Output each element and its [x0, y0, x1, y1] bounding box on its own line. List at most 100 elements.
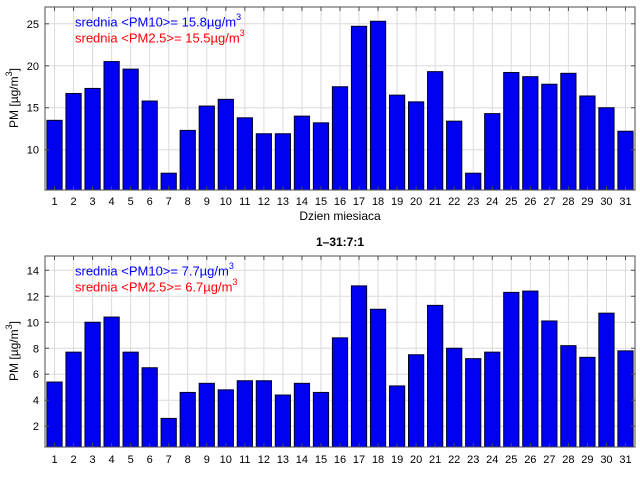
x-tick-label: 11 [239, 196, 250, 208]
x-tick-label: 30 [600, 454, 612, 466]
y-tick-label: 14 [27, 265, 39, 277]
x-tick-label: 10 [220, 196, 232, 208]
x-tick-label: 4 [109, 454, 115, 466]
top-pm10-average-text: srednia <PM10>= 15.8µg/m [75, 14, 237, 30]
bar [617, 130, 634, 191]
x-tick-label: 7 [166, 196, 172, 208]
x-tick-label: 18 [372, 196, 384, 208]
bar [103, 61, 120, 191]
x-tick-label: 7 [166, 454, 172, 466]
bar [84, 87, 101, 191]
bottom-chart-y-axis-label: PM [µg/m3] [4, 321, 21, 381]
x-tick-label: 11 [239, 454, 250, 466]
x-tick-label: 21 [429, 196, 441, 208]
x-tick-label: 21 [429, 454, 441, 466]
bottom-pm10-average-text: srednia <PM10>= 7.7µg/m [75, 263, 229, 279]
bar [408, 354, 425, 448]
top-pm10-average-sup: 3 [236, 12, 242, 22]
bar [141, 100, 158, 191]
bar [522, 290, 539, 448]
bar [236, 380, 253, 448]
bar [84, 321, 101, 448]
bar [46, 119, 63, 191]
x-tick-label: 13 [277, 454, 289, 466]
x-tick-label: 5 [128, 196, 134, 208]
bar [598, 312, 615, 448]
bottom-pm10-average-sup: 3 [228, 261, 234, 271]
bar [388, 94, 406, 191]
x-tick-label: 19 [391, 196, 403, 208]
bar [65, 351, 82, 448]
bottom-chart-pm10-average-label: srednia <PM10>= 7.7µg/m3 [75, 261, 234, 279]
bottom-chart: 1 2 3 4 5 6 7 8 9 10 11 12 13 14 15 16 17 18 19 20 21 22 23 24 2… [27, 255, 636, 466]
x-tick-label: 29 [581, 196, 593, 208]
bar [541, 320, 558, 448]
x-tick-label: 31 [619, 454, 631, 466]
top-chart: 1 2 3 4 5 6 7 8 9 10 11 12 13 14 15 16 17 18 19 20 21 22 23 24 2… [27, 6, 636, 208]
x-tick-label: 26 [524, 196, 536, 208]
bar [236, 117, 253, 191]
bar [598, 107, 615, 191]
bar [617, 350, 634, 448]
bar [579, 356, 596, 448]
bottom-ylabel-text: PM [µg/m [7, 329, 21, 381]
top-chart-pm10-average-label: srednia <PM10>= 15.8µg/m3 [75, 12, 242, 30]
x-tick-label: 3 [90, 196, 96, 208]
bar [293, 115, 311, 191]
x-tick-label: 22 [448, 454, 460, 466]
bar [522, 76, 539, 191]
bar [484, 113, 501, 191]
x-tick-label: 22 [448, 196, 460, 208]
y-tick-label: 10 [27, 145, 39, 157]
x-tick-label: 27 [543, 454, 555, 466]
x-tick-label: 10 [220, 454, 232, 466]
x-tick-label: 19 [391, 454, 403, 466]
bar [179, 129, 196, 191]
bar [46, 381, 63, 448]
x-tick-label: 24 [486, 454, 498, 466]
y-tick-label: 12 [27, 291, 39, 303]
x-tick-label: 5 [128, 454, 134, 466]
x-tick-label: 30 [600, 196, 612, 208]
x-tick-label: 31 [619, 196, 631, 208]
x-tick-label: 9 [204, 196, 210, 208]
top-ylabel-text: PM [µg/m [7, 76, 21, 128]
bar [312, 391, 330, 448]
x-tick-label: 24 [486, 196, 498, 208]
bar [198, 382, 215, 448]
bar [408, 101, 425, 191]
x-tick-label: 2 [70, 454, 76, 466]
bar [255, 380, 272, 448]
x-tick-label: 17 [353, 196, 365, 208]
x-tick-label: 6 [147, 454, 153, 466]
x-tick-label: 20 [410, 454, 422, 466]
bar [160, 417, 177, 448]
top-chart-pm25-average-label: srednia <PM2.5>= 15.5µg/m3 [75, 28, 245, 45]
x-tick-label: 3 [90, 454, 96, 466]
top-pm25-average-sup: 3 [239, 28, 245, 38]
bottom-chart-title: 1–31:7:1 [315, 235, 365, 249]
bar [446, 347, 463, 448]
x-tick-label: 13 [277, 196, 289, 208]
x-tick-label: 20 [410, 196, 422, 208]
top-chart-y-axis-label: PM [µg/m3] [4, 68, 21, 128]
y-tick-label: 25 [27, 19, 39, 31]
bar [122, 68, 139, 191]
bar [122, 351, 139, 448]
y-tick-label: 6 [33, 369, 39, 381]
bar [331, 86, 349, 191]
bar [312, 122, 330, 191]
x-tick-label: 25 [505, 196, 517, 208]
bar [579, 95, 596, 191]
x-tick-label: 1 [51, 196, 57, 208]
y-tick-label: 2 [33, 421, 39, 433]
x-tick-label: 23 [467, 454, 479, 466]
y-tick-label: 8 [33, 343, 39, 355]
x-tick-label: 16 [334, 454, 346, 466]
x-tick-label: 12 [258, 196, 270, 208]
x-tick-label: 2 [70, 196, 76, 208]
x-tick-label: 15 [315, 196, 327, 208]
x-tick-label: 12 [258, 454, 270, 466]
